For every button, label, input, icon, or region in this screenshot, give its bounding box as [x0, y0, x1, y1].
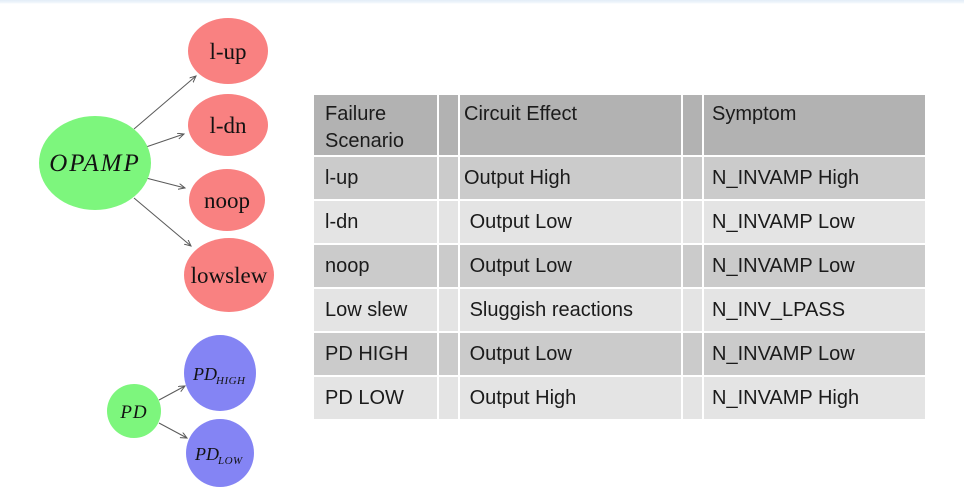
cell-spacer [439, 289, 458, 331]
cell-effect: Output Low [460, 201, 681, 243]
cell-spacer [683, 333, 702, 375]
edge-opamp-noop [145, 177, 185, 188]
cell-symptom: N_INV_LPASS [704, 289, 925, 331]
node-ldn [188, 94, 268, 156]
cell-effect: Output High [460, 377, 681, 419]
cell-symptom: N_INVAMP Low [704, 333, 925, 375]
header-cell-failure-scenario: Failure Scenario [314, 95, 437, 155]
node-pd [107, 384, 161, 438]
cell-effect: Sluggish reactions [460, 289, 681, 331]
node-pdlow-label: PD [194, 444, 219, 464]
cell-spacer [439, 157, 458, 199]
cell-spacer [683, 157, 702, 199]
node-pdhigh [184, 335, 256, 411]
cell-spacer [439, 333, 458, 375]
edge-opamp-lup [133, 76, 196, 130]
node-noop-label: noop [204, 188, 250, 213]
cell-scenario: PD HIGH [314, 333, 437, 375]
cell-effect: Output High [460, 157, 681, 199]
cell-spacer [439, 245, 458, 287]
cell-symptom: N_INVAMP Low [704, 245, 925, 287]
node-opamp [39, 116, 151, 210]
cell-spacer [683, 245, 702, 287]
node-lowslew-label: lowslew [191, 263, 268, 288]
header-spacer-2 [683, 95, 702, 155]
node-ldn-label: l-dn [209, 113, 247, 138]
cell-spacer [683, 289, 702, 331]
header-cell-circuit-effect: Circuit Effect [460, 95, 681, 155]
node-pdlow [186, 419, 254, 487]
edge-opamp-ldn [145, 134, 184, 148]
node-pdhigh-label: PD [192, 364, 217, 384]
node-pdlow-sublabel: LOW [217, 455, 243, 467]
cell-scenario: l-up [314, 157, 437, 199]
fault-tree-diagram: OPAMP l-up l-dn noop lowslew PD PD HIGH … [39, 18, 274, 487]
cell-scenario: noop [314, 245, 437, 287]
cell-spacer [439, 377, 458, 419]
top-edge-highlight [0, 0, 964, 4]
header-cell-symptom: Symptom [704, 95, 925, 155]
cell-scenario: l-dn [314, 201, 437, 243]
node-noop [189, 169, 265, 231]
node-pd-label: PD [119, 402, 147, 423]
cell-scenario: PD LOW [314, 377, 437, 419]
cell-spacer [683, 377, 702, 419]
failure-symptom-table: Failure Scenario Circuit Effect Symptom … [314, 95, 925, 419]
cell-symptom: N_INVAMP Low [704, 201, 925, 243]
node-lup-label: l-up [209, 39, 246, 64]
header-spacer-1 [439, 95, 458, 155]
node-lowslew [184, 238, 274, 312]
cell-scenario: Low slew [314, 289, 437, 331]
edge-pd-pdhigh [158, 386, 185, 401]
cell-spacer [439, 201, 458, 243]
node-lup [188, 18, 268, 84]
cell-spacer [683, 201, 702, 243]
cell-symptom: N_INVAMP High [704, 157, 925, 199]
cell-effect: Output Low [460, 333, 681, 375]
edge-pd-pdlow [158, 422, 187, 438]
edge-opamp-lowslew [133, 197, 191, 246]
node-pdhigh-sublabel: HIGH [215, 375, 246, 387]
node-opamp-label: OPAMP [49, 150, 140, 177]
cell-effect: Output Low [460, 245, 681, 287]
cell-symptom: N_INVAMP High [704, 377, 925, 419]
